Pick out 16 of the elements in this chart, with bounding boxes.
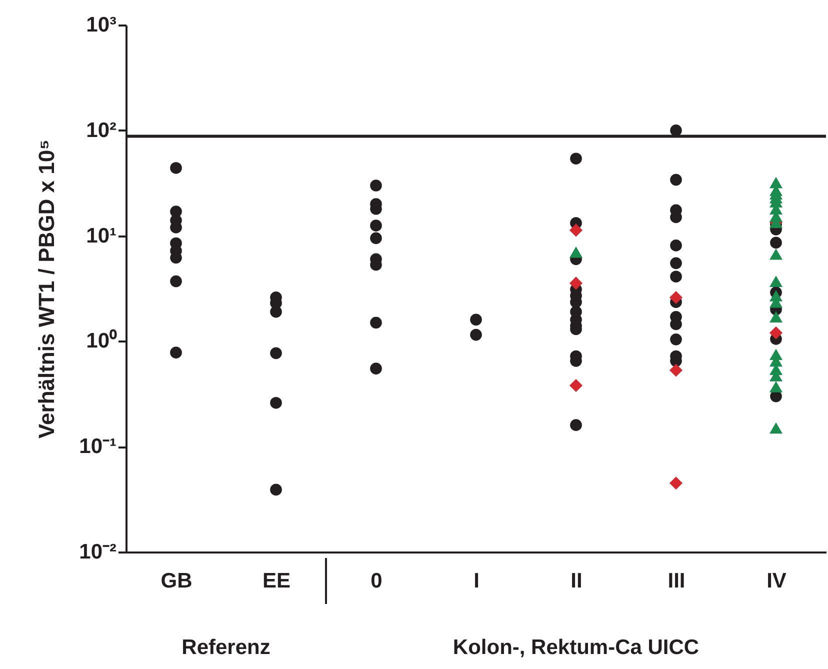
x-tick-label: IV [766, 570, 786, 592]
x-tick-label: II [570, 570, 582, 592]
text: Referenz [182, 636, 270, 660]
y-tick-label: 10⁻¹ [79, 435, 116, 458]
y-tick-label: 10¹ [86, 224, 116, 248]
y-axis-title: Verhältnis WT1 / PBGD x 10⁵ [34, 140, 60, 438]
x-tick-label: GB [160, 570, 192, 592]
y-tick-label: 10⁻² [79, 540, 116, 564]
x-tick-label: EE [262, 570, 291, 592]
x-tick-label: I [474, 570, 480, 592]
text: Kolon-, Rektum-Ca UICC [452, 636, 700, 660]
y-tick-label: 10⁰ [86, 328, 118, 353]
x-tick-label: 0 [370, 570, 382, 592]
y-tick-label: 10³ [86, 14, 116, 36]
x-tick-label: III [668, 570, 686, 592]
y-tick-label: 10² [86, 118, 116, 142]
